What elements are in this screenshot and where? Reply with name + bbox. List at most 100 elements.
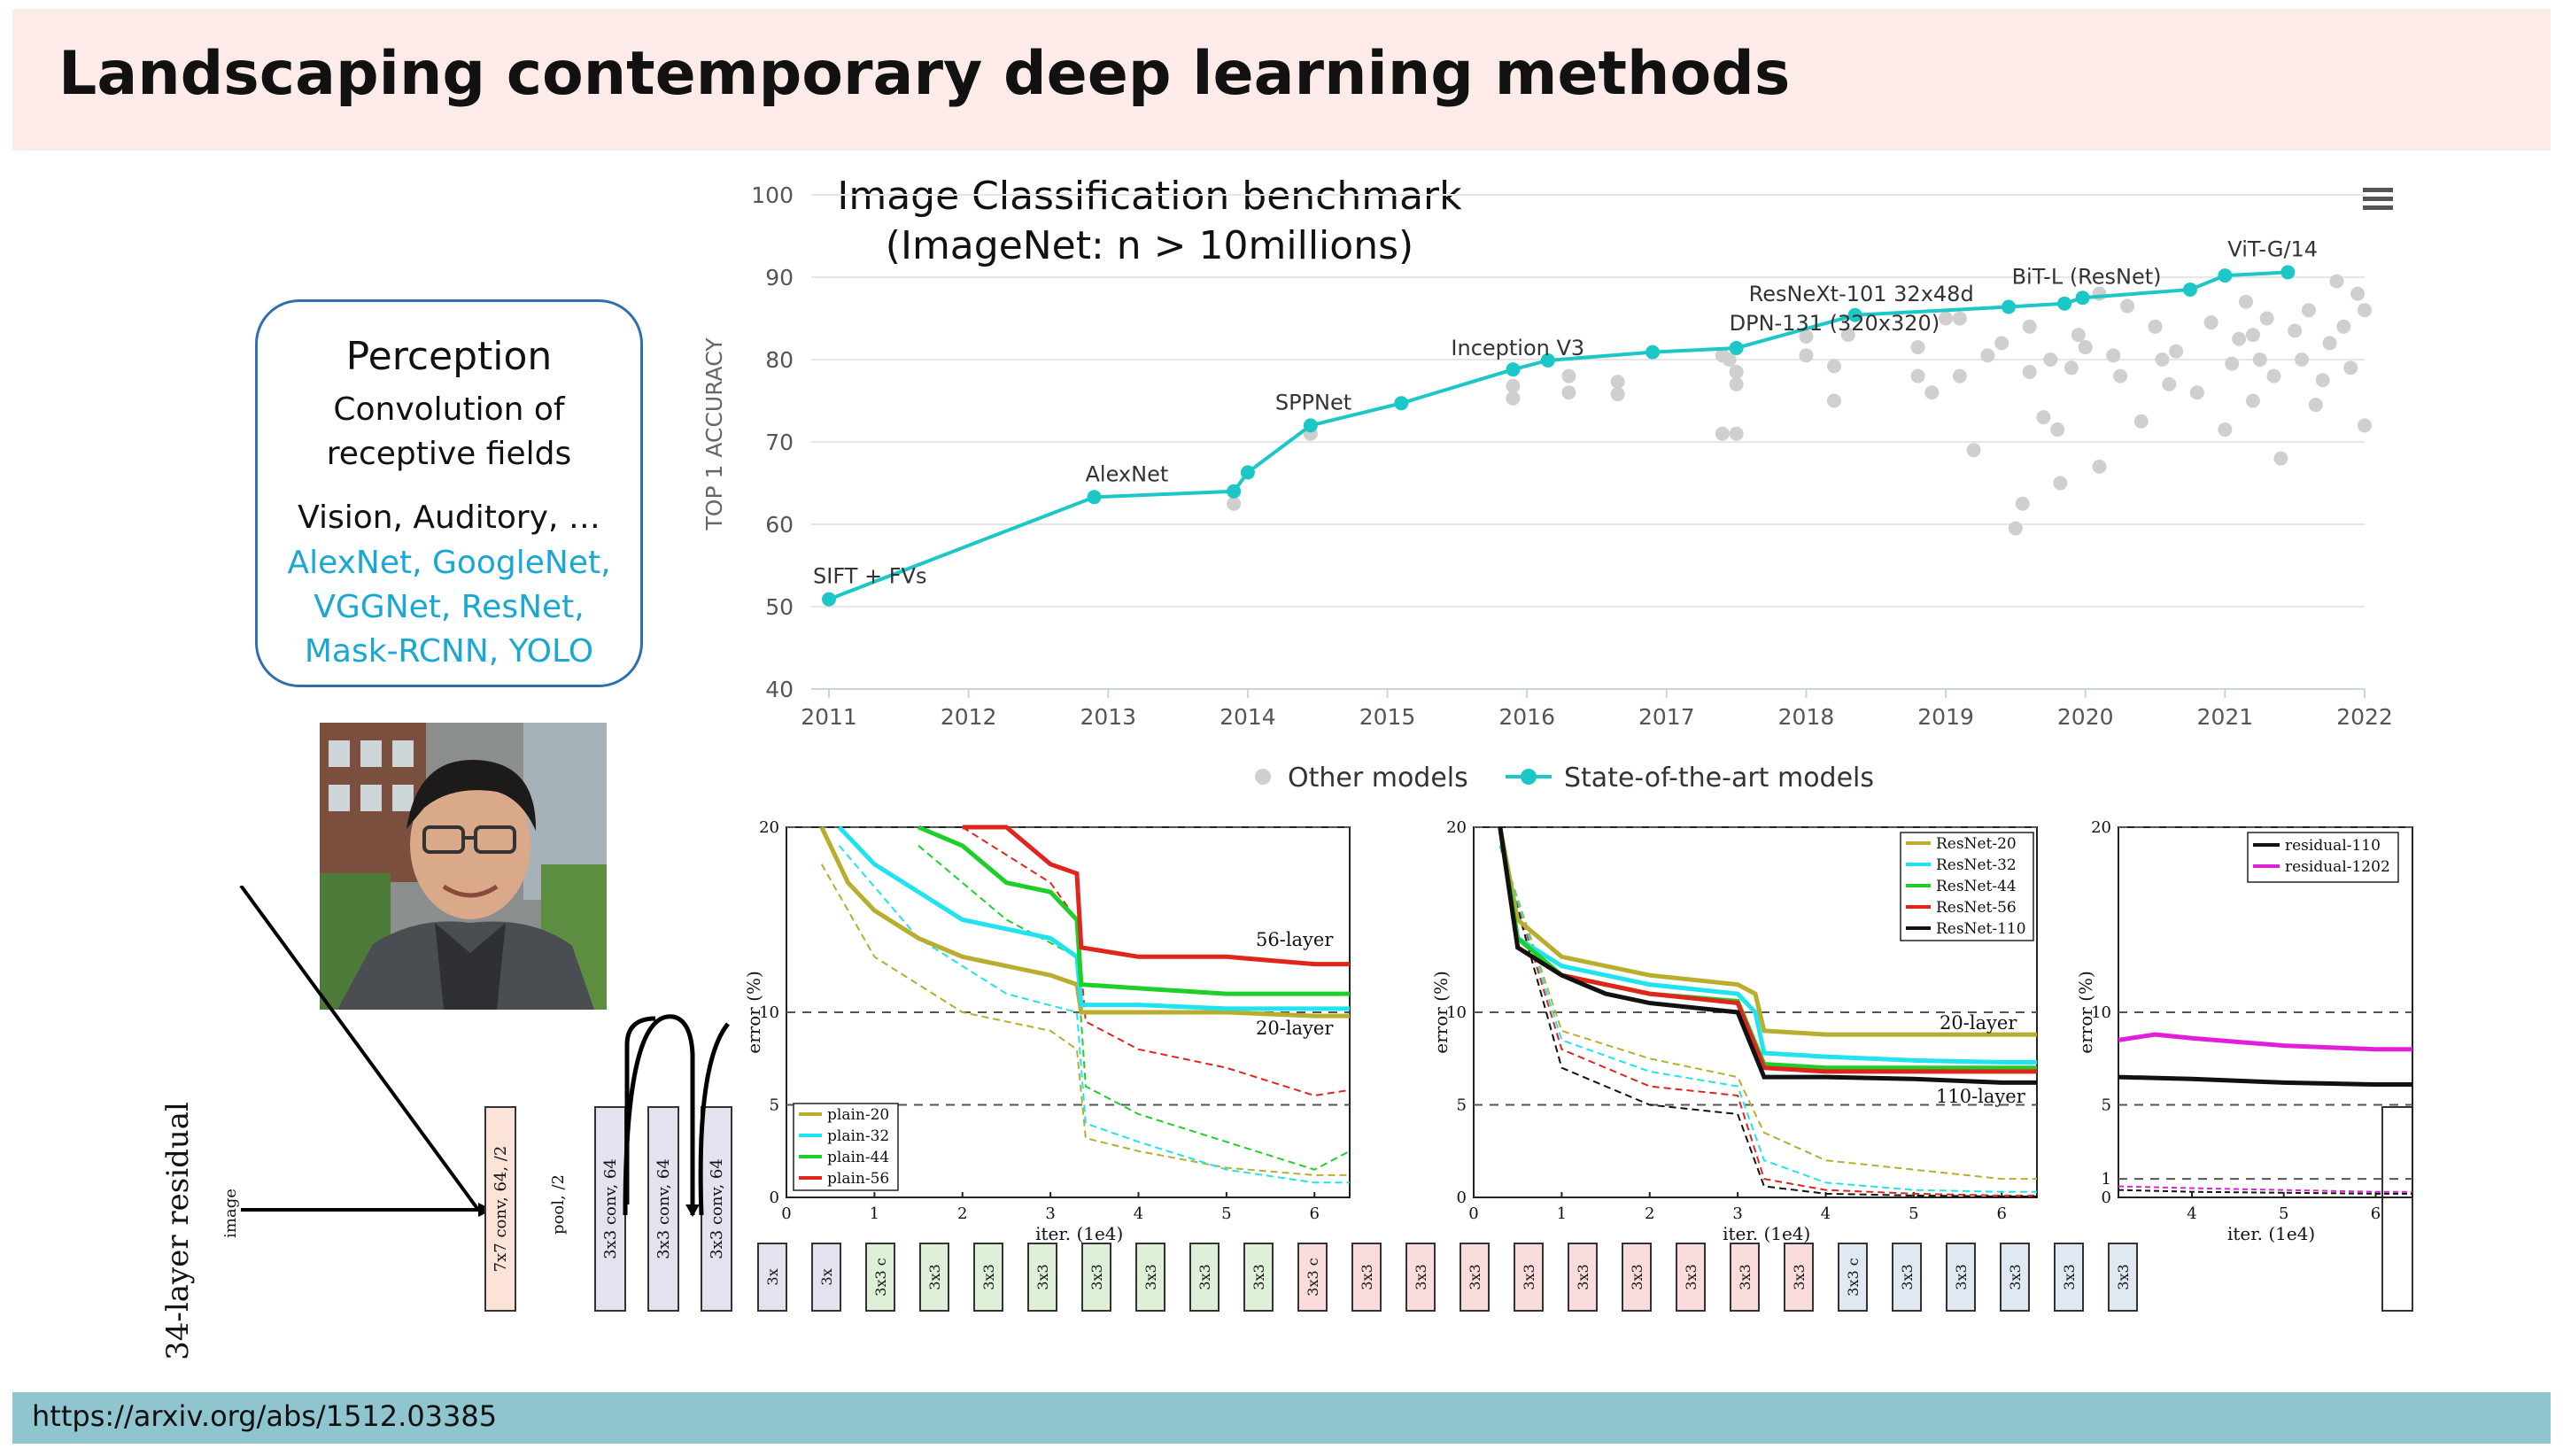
plot-legend-label: ResNet-110 — [1936, 920, 2026, 938]
layer-block-label: 3x3 c — [872, 1258, 889, 1296]
deep-residual-error-plot: 01 5 10 20 4 5 6 error (%) iter. (1e4) residual-1… — [2075, 818, 2413, 1244]
layer-block — [1676, 1243, 1706, 1312]
layer-block — [1784, 1243, 1814, 1312]
layer-block — [701, 1106, 732, 1312]
benchmark-y-tick: 50 — [765, 594, 794, 620]
other-model-point — [2162, 376, 2177, 391]
benchmark-x-tick: 2011 — [801, 704, 857, 730]
benchmark-x-ticks: 2011 2012 2013 2014 2015 2016 2017 2018 2019 2020… — [801, 689, 2393, 730]
other-model-point — [1966, 443, 1981, 458]
perception-nets: AlexNet, GoogleNet, VGGNet, ResNet, Mask… — [258, 541, 640, 674]
perception-subtitle-line1: Convolution of — [333, 391, 565, 428]
plot-x-axis-label: iter. (1e4) — [1035, 1223, 1123, 1244]
benchmark-x-tick: 2015 — [1359, 704, 1416, 730]
other-model-point — [1610, 387, 1625, 402]
plot-annotation: 110-layer — [1936, 1086, 2026, 1107]
plot-y-tick: 0 — [2102, 1189, 2111, 1207]
plot-y-tick: 5 — [770, 1096, 779, 1115]
other-model-point — [2043, 352, 2058, 367]
hamburger-menu-icon[interactable] — [2363, 188, 2393, 210]
training-curve — [962, 826, 1351, 1097]
perception-nets-line3: Mask-RCNN, YOLO — [304, 633, 594, 670]
sota-model-label: BiT-L (ResNet) — [2012, 264, 2162, 289]
other-model-point — [1826, 393, 1841, 408]
other-model-point — [1227, 496, 1242, 511]
plain-nets-error-plot: 0 5 10 20 0 1 2 3 4 5 6 error (%) iter. (1e4) 56-laye… — [743, 818, 1351, 1244]
other-model-point — [2113, 368, 2128, 383]
benchmark-x-tick: 2022 — [2336, 704, 2393, 730]
legend-other-models-label[interactable]: Other models — [1288, 763, 1468, 794]
other-model-point — [2218, 422, 2233, 438]
layer-block-label: 3x3 — [1575, 1264, 1591, 1289]
layer-block-label: 3x3 — [1359, 1264, 1375, 1289]
plot-x-tick: 5 — [1221, 1204, 1231, 1223]
layer-block — [1730, 1243, 1760, 1312]
benchmark-y-axis-label: TOP 1 ACCURACY — [701, 337, 727, 531]
other-model-point — [1561, 385, 1576, 400]
sota-line — [828, 270, 2288, 601]
layer-block-label: 3x3 — [1413, 1264, 1429, 1289]
layer-block — [2000, 1243, 2030, 1312]
other-model-point — [2308, 398, 2323, 413]
plot-y-tick: 20 — [1446, 818, 1467, 837]
benchmark-x-tick: 2021 — [2197, 704, 2254, 730]
plot-legend-label: plain-56 — [827, 1170, 889, 1188]
layer-block-label: 3x3 — [1737, 1264, 1754, 1289]
plot-legend-label: ResNet-56 — [1936, 899, 2017, 917]
training-curve — [918, 845, 1351, 1171]
benchmark-y-tick: 80 — [765, 347, 794, 373]
benchmark-y-tick: 100 — [751, 182, 794, 208]
other-model-point — [2273, 451, 2288, 466]
sota-model-label: DPN-131 (320x320) — [1730, 311, 1940, 336]
legend-sota-label[interactable]: State-of-the-art models — [1564, 763, 1874, 794]
plot-x-tick: 2 — [1645, 1204, 1654, 1223]
training-curve — [962, 825, 1350, 967]
plot-x-tick: 4 — [1821, 1204, 1831, 1223]
benchmark-gridlines — [811, 194, 2365, 690]
layer-block — [594, 1106, 626, 1312]
sota-point — [2075, 290, 2090, 306]
other-model-point — [2295, 352, 2310, 367]
other-model-point — [1506, 391, 1521, 406]
plot-y-tick: 5 — [1457, 1096, 1467, 1115]
layer-block-label: 3x3 — [1142, 1264, 1159, 1289]
other-model-point — [1506, 378, 1521, 393]
sota-model-label: SPPNet — [1275, 390, 1351, 414]
layer-block — [1946, 1243, 1976, 1312]
other-model-point — [1722, 352, 1737, 367]
training-curve — [1498, 826, 2037, 1037]
training-curve — [1498, 845, 2037, 1193]
sota-point — [1729, 340, 1744, 355]
plot-x-tick: 1 — [870, 1204, 879, 1223]
other-model-point — [2336, 319, 2351, 334]
plot-x-tick: 5 — [1909, 1204, 1918, 1223]
benchmark-x-tick: 2018 — [1778, 704, 1835, 730]
other-model-point — [2120, 298, 2135, 314]
layer-block-label: 7x7 conv, 64, /2 — [492, 1146, 510, 1273]
benchmark-x-tick: 2014 — [1220, 704, 1276, 730]
perception-title: Perception — [345, 334, 553, 379]
other-model-point — [2015, 496, 2030, 511]
other-model-point — [1561, 368, 1576, 383]
training-curve — [1498, 826, 2037, 1085]
benchmark-title-line2: (ImageNet: n > 10millions) — [886, 223, 1413, 268]
sota-point — [1240, 465, 1255, 480]
other-model-point — [1840, 328, 1855, 343]
layer-block-label: 3x3 — [2115, 1264, 2132, 1289]
plot-legend-label: plain-20 — [827, 1106, 889, 1124]
deep-legend-box — [2247, 832, 2399, 883]
other-model-point — [1729, 376, 1744, 391]
sota-point — [822, 592, 836, 607]
sota-point — [1227, 484, 1242, 499]
benchmark-x-tick: 2013 — [1080, 704, 1136, 730]
plot-x-tick: 6 — [1310, 1204, 1320, 1223]
arxiv-link[interactable]: https://arxiv.org/abs/1512.03385 — [32, 1399, 498, 1433]
training-curve — [2118, 1185, 2412, 1193]
benchmark-y-tick: 60 — [765, 512, 794, 538]
other-model-point — [1729, 426, 1744, 441]
plot-y-tick: 10 — [2091, 1003, 2111, 1022]
plot-y-axis-label: error (%) — [743, 971, 764, 1054]
layer-block-label: 3x3 — [1467, 1264, 1483, 1289]
layer-block-label: 3x3 — [1034, 1264, 1051, 1289]
layer-block — [2054, 1243, 2084, 1312]
